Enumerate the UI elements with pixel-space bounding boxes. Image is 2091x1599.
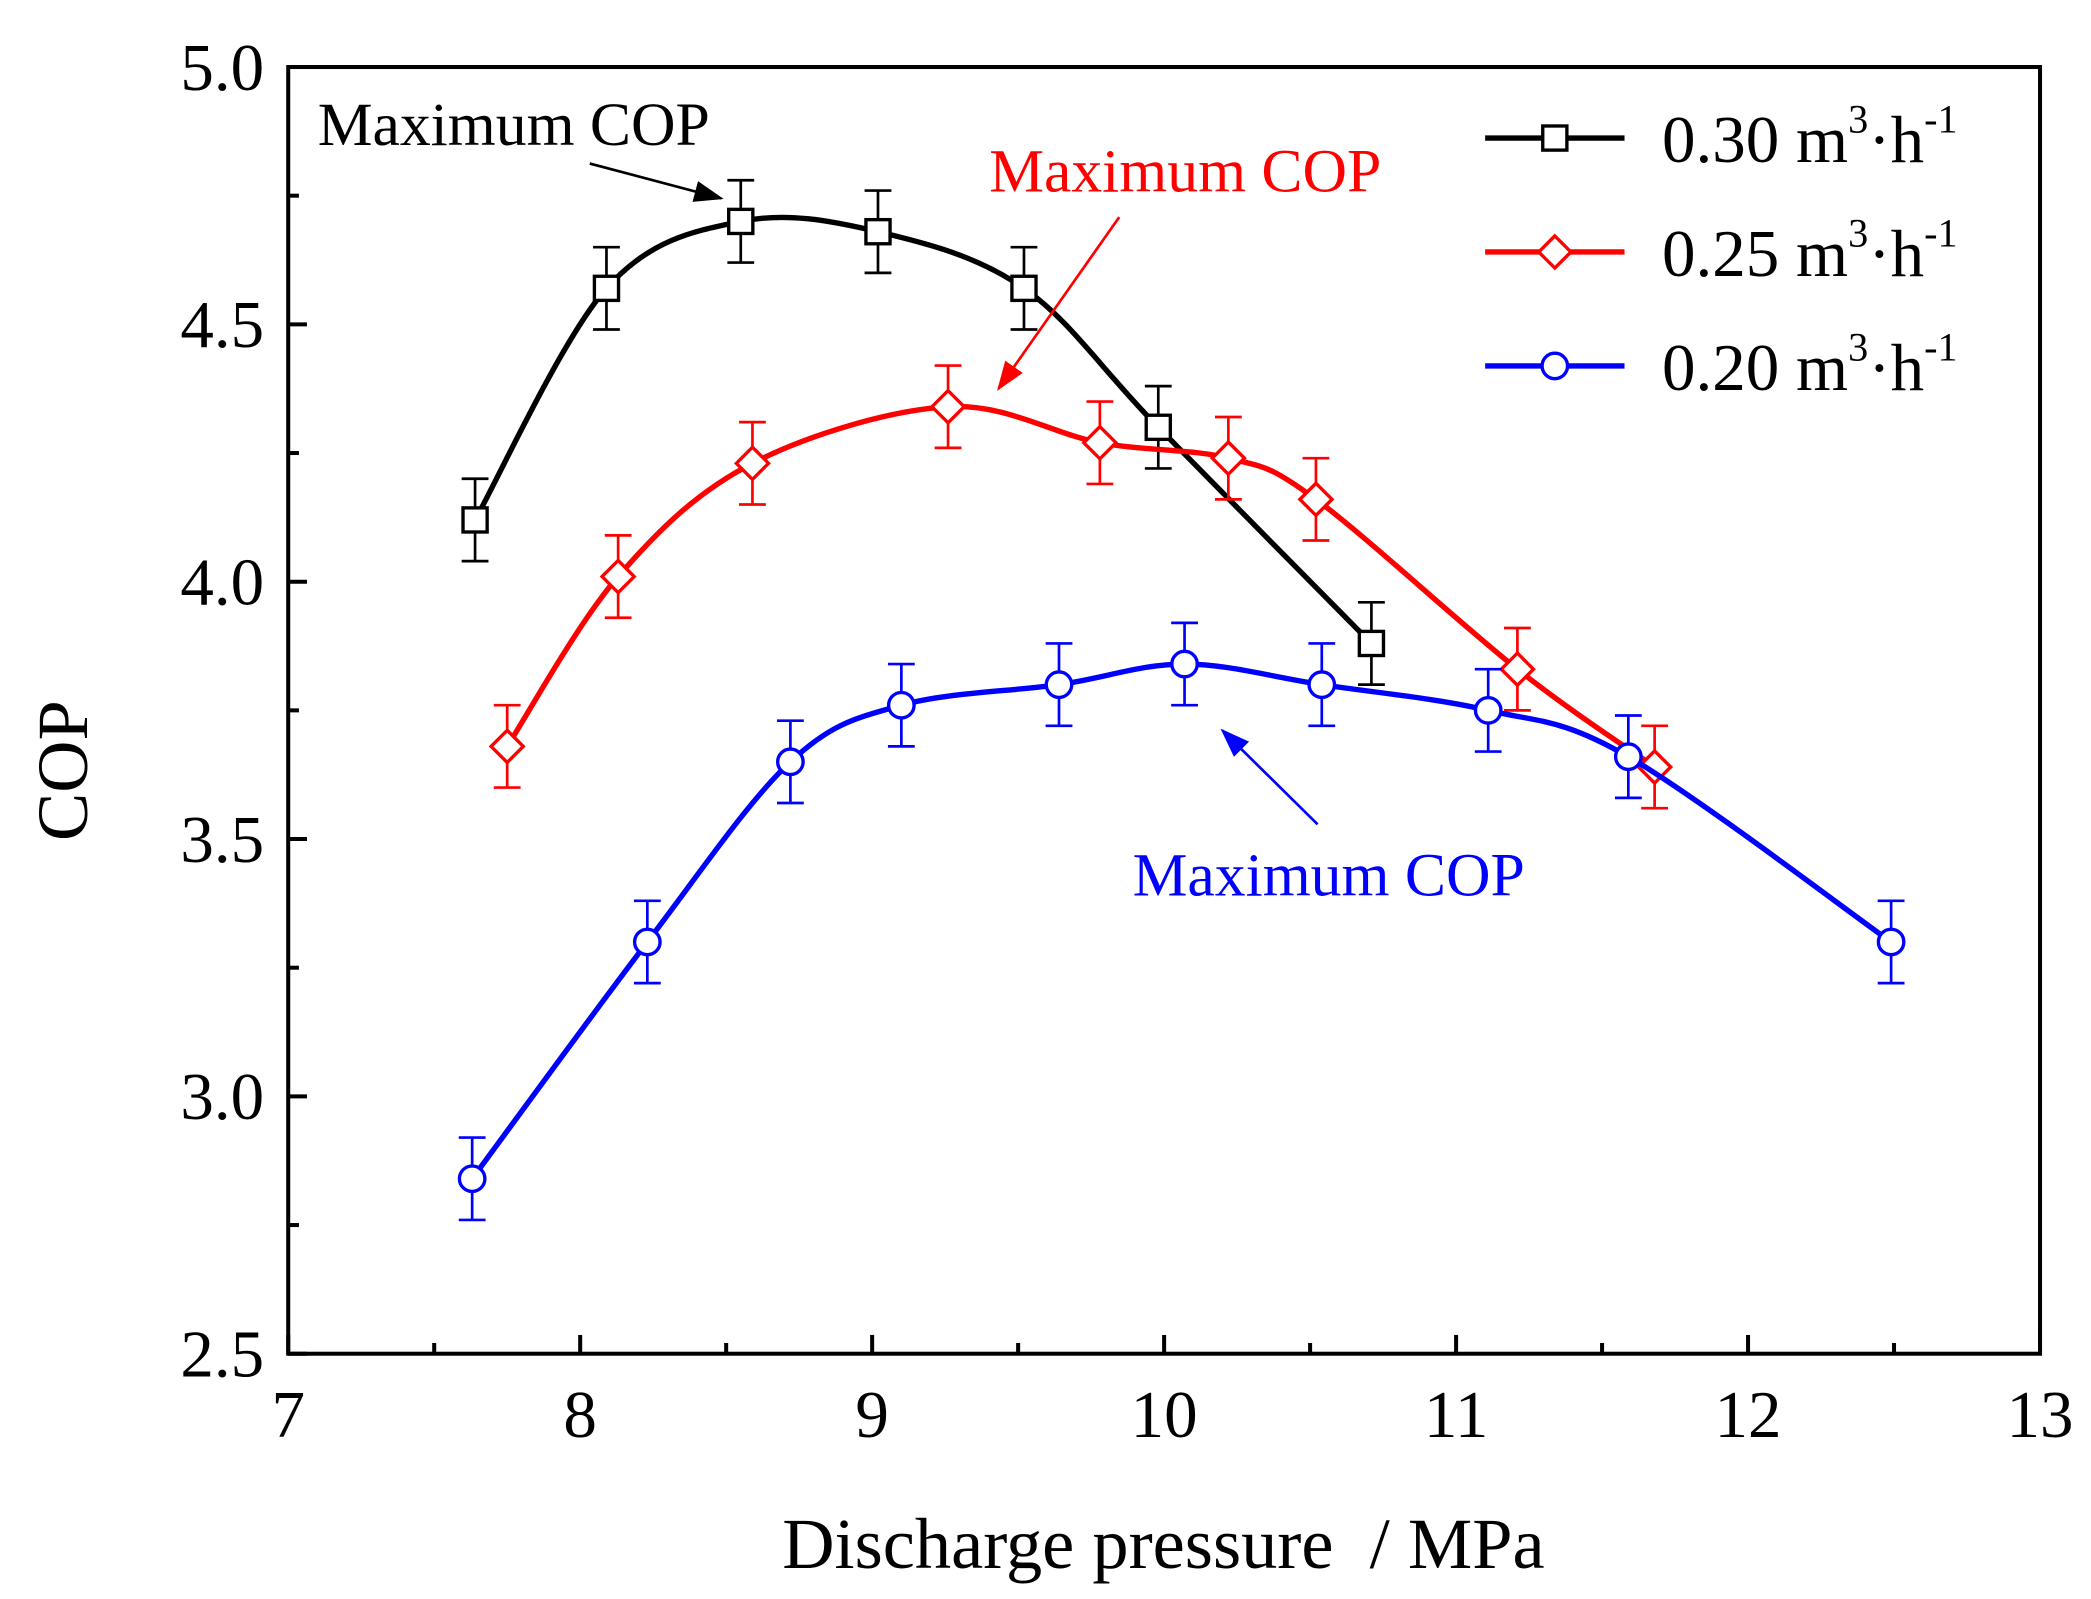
data-point <box>864 217 892 246</box>
data-point <box>599 558 637 596</box>
x-tick-label: 7 <box>271 1378 305 1452</box>
series-1 <box>488 364 1674 810</box>
legend-label-part: -1 <box>1924 325 1957 370</box>
y-tick-label: 4.5 <box>180 288 264 362</box>
data-point <box>592 274 621 303</box>
x-tick-label: 13 <box>2007 1378 2074 1452</box>
y-tick-label: 4.0 <box>180 545 264 619</box>
data-point <box>1357 629 1386 658</box>
data-point <box>1297 480 1335 518</box>
data-point <box>1170 649 1199 679</box>
legend-label-part: 3 <box>1848 211 1868 256</box>
legend-label-part: -1 <box>1924 97 1957 142</box>
x-tick-label: 9 <box>855 1378 889 1452</box>
legend-label-part: ·h <box>1868 331 1924 405</box>
data-point <box>461 506 489 534</box>
annotation-arrow <box>589 162 724 202</box>
series-0 <box>461 178 1386 686</box>
annotation-label: Maximum COP <box>318 91 710 159</box>
legend-marker <box>1540 351 1570 381</box>
data-point <box>1473 695 1503 725</box>
x-tick-label: 11 <box>1424 1378 1489 1452</box>
data-point <box>457 1164 487 1194</box>
y-tick-label: 2.5 <box>180 1318 264 1392</box>
legend-marker <box>1541 124 1569 152</box>
legend-item: 0.30 m3·h-1 <box>1485 97 1958 177</box>
data-point <box>1307 670 1337 700</box>
data-point <box>1498 650 1536 688</box>
y-tick-label: 3.5 <box>180 803 264 877</box>
legend-item: 0.20 m3·h-1 <box>1485 325 1958 405</box>
y-tick-label: 5.0 <box>180 31 264 105</box>
data-point <box>733 444 771 482</box>
legend-label-part: 0.30 m <box>1662 103 1848 177</box>
legend-label-part: ·h <box>1868 217 1924 291</box>
data-point <box>1144 413 1173 442</box>
x-axis-label: Discharge pressure / MPa <box>782 1504 1544 1584</box>
legend-label: 0.30 m3·h-1 <box>1662 97 1958 177</box>
legend-item: 0.25 m3·h-1 <box>1485 211 1958 291</box>
legend-marker <box>1536 233 1574 271</box>
annotation-label: Maximum COP <box>989 138 1381 206</box>
x-tick-label: 12 <box>1715 1378 1782 1452</box>
legend-label-part: ·h <box>1868 103 1924 177</box>
data-point <box>886 690 916 720</box>
legend-label-part: 3 <box>1848 97 1868 142</box>
series-2 <box>457 621 1906 1222</box>
legend-label-part: -1 <box>1924 211 1957 256</box>
annotation-arrow <box>997 216 1121 391</box>
x-tick-label: 10 <box>1131 1378 1198 1452</box>
legend-label-part: 0.25 m <box>1662 217 1848 291</box>
data-point <box>1613 742 1643 772</box>
x-tick-label: 8 <box>563 1378 597 1452</box>
y-axis-label: COP <box>23 700 103 841</box>
data-point <box>775 747 805 777</box>
series-line <box>470 661 1893 1181</box>
legend-label-part: 0.20 m <box>1662 331 1848 405</box>
data-point <box>929 388 967 426</box>
data-point <box>1010 274 1038 303</box>
data-point <box>1044 670 1074 700</box>
data-point <box>1209 439 1247 477</box>
data-point <box>488 727 526 765</box>
annotation-arrow <box>1220 728 1319 826</box>
data-point <box>727 207 755 236</box>
legend-label-part: 3 <box>1848 325 1868 370</box>
legend-label: 0.20 m3·h-1 <box>1662 325 1958 405</box>
data-point <box>1081 424 1119 462</box>
y-tick-label: 3.0 <box>180 1060 264 1134</box>
data-point <box>1876 927 1906 957</box>
legend-label: 0.25 m3·h-1 <box>1662 211 1958 291</box>
data-point <box>632 927 662 957</box>
annotation-label: Maximum COP <box>1133 841 1525 909</box>
